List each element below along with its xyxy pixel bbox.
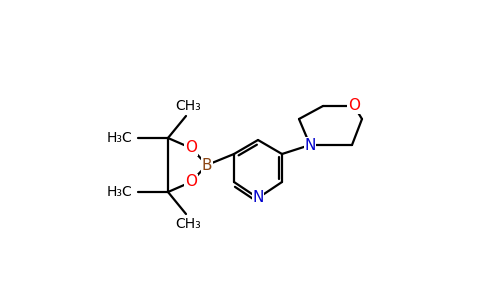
Text: CH₃: CH₃ (175, 99, 201, 113)
Text: O: O (185, 140, 197, 155)
Text: H₃C: H₃C (107, 131, 133, 145)
Text: N: N (304, 137, 316, 152)
Text: O: O (348, 98, 360, 113)
Text: H₃C: H₃C (107, 185, 133, 199)
Text: CH₃: CH₃ (175, 217, 201, 231)
Text: N: N (252, 190, 264, 206)
Text: O: O (185, 175, 197, 190)
Text: B: B (202, 158, 212, 172)
